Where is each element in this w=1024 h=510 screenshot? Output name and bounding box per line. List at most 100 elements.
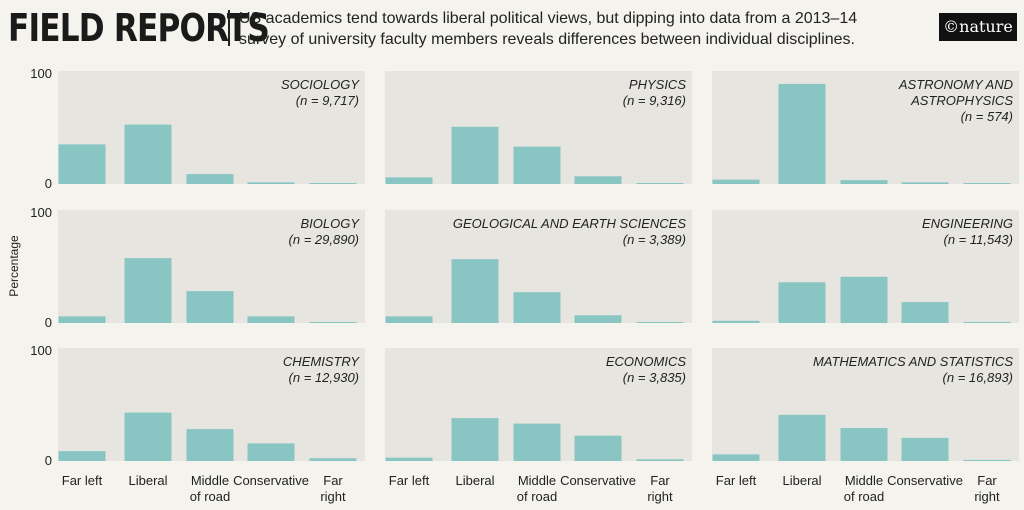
y-tick-label: 100: [30, 343, 52, 358]
bar: [58, 316, 106, 323]
x-tick-label: of road: [517, 489, 557, 504]
bar: [901, 302, 949, 323]
bar: [901, 182, 949, 184]
bar: [636, 459, 684, 461]
bar: [247, 182, 295, 184]
x-tick-label: Far left: [62, 473, 103, 488]
x-tick-label: Far left: [716, 473, 757, 488]
bar: [124, 124, 172, 184]
x-tick-label: Conservative: [233, 473, 309, 488]
x-tick-label: Far: [323, 473, 343, 488]
panel-title: (n = 11,543): [943, 232, 1013, 247]
subtitle-line-1: US academics tend towards liberal politi…: [239, 10, 858, 27]
panel-title: (n = 574): [961, 109, 1013, 124]
panel-title: ASTROPHYSICS: [910, 93, 1013, 108]
bar: [186, 429, 234, 461]
bar: [451, 259, 499, 323]
bar: [963, 183, 1011, 184]
x-tick-label: Far: [650, 473, 670, 488]
panel-title: (n = 3,389): [623, 232, 686, 247]
bar: [574, 176, 622, 184]
bar: [778, 282, 826, 323]
bar: [712, 320, 760, 323]
bar: [247, 316, 295, 323]
bar: [247, 443, 295, 461]
panel-title: ENGINEERING: [922, 216, 1013, 231]
panel-title: GEOLOGICAL AND EARTH SCIENCES: [453, 216, 686, 231]
x-tick-label: right: [320, 489, 346, 504]
x-tick-label: right: [974, 489, 1000, 504]
panel-title: (n = 16,893): [943, 370, 1013, 385]
y-tick-label: 0: [45, 176, 52, 191]
bar: [186, 291, 234, 323]
bar: [385, 177, 433, 184]
x-tick-label: Far: [977, 473, 997, 488]
bar: [451, 418, 499, 461]
panel-background: [58, 71, 365, 184]
panel-background: [712, 71, 1019, 184]
bar: [712, 179, 760, 184]
bar: [574, 435, 622, 461]
panel-title: SOCIOLOGY: [281, 77, 360, 92]
title-divider: [228, 10, 230, 46]
header: FIELD REPORTS US academics tend towards …: [0, 0, 1024, 56]
panel-title: MATHEMATICS AND STATISTICS: [813, 354, 1013, 369]
x-tick-label: Middle: [191, 473, 229, 488]
bar: [58, 144, 106, 184]
panel-title: BIOLOGY: [300, 216, 360, 231]
panel-title: ASTRONOMY AND: [898, 77, 1013, 92]
panel-title: CHEMISTRY: [283, 354, 360, 369]
x-tick-label: of road: [190, 489, 230, 504]
x-tick-label: Middle: [845, 473, 883, 488]
x-tick-label: Middle: [518, 473, 556, 488]
bar: [309, 183, 357, 184]
bar: [58, 451, 106, 461]
x-tick-label: of road: [844, 489, 884, 504]
x-tick-label: right: [647, 489, 673, 504]
panel-title: PHYSICS: [629, 77, 686, 92]
x-tick-label: Conservative: [560, 473, 636, 488]
panel-title: (n = 3,835): [623, 370, 686, 385]
bar: [840, 276, 888, 323]
panel-title: (n = 9,316): [623, 93, 686, 108]
x-tick-label: Liberal: [782, 473, 821, 488]
x-tick-label: Far left: [389, 473, 430, 488]
panel-title: (n = 9,717): [296, 93, 359, 108]
x-tick-label: Conservative: [887, 473, 963, 488]
page-title: FIELD REPORTS: [8, 6, 270, 50]
subtitle-line-2: survey of university faculty members rev…: [239, 31, 855, 48]
x-tick-label: Liberal: [128, 473, 167, 488]
bar: [513, 292, 561, 323]
bar: [636, 322, 684, 323]
bar: [778, 414, 826, 461]
x-tick-label: Liberal: [455, 473, 494, 488]
bar: [124, 258, 172, 323]
bar: [451, 126, 499, 184]
bar: [963, 321, 1011, 323]
y-tick-label: 0: [45, 453, 52, 468]
bar: [186, 174, 234, 184]
bar: [385, 457, 433, 461]
bar: [778, 83, 826, 184]
bar: [840, 180, 888, 184]
bar: [712, 454, 760, 461]
bar: [513, 423, 561, 461]
bar: [513, 146, 561, 184]
bar: [840, 428, 888, 461]
nature-logo: ©nature: [939, 13, 1017, 41]
bar: [574, 315, 622, 323]
bar: [309, 322, 357, 323]
panel-title: ECONOMICS: [606, 354, 687, 369]
bar: [963, 459, 1011, 461]
bar: [309, 458, 357, 461]
y-axis-label: Percentage: [7, 235, 21, 297]
y-tick-label: 100: [30, 66, 52, 81]
panel-title: (n = 12,930): [289, 370, 359, 385]
page-subtitle: US academics tend towards liberal politi…: [239, 8, 929, 50]
bar: [385, 316, 433, 323]
bar: [124, 412, 172, 461]
panel-title: (n = 29,890): [289, 232, 359, 247]
bar: [901, 437, 949, 461]
y-tick-label: 100: [30, 205, 52, 220]
